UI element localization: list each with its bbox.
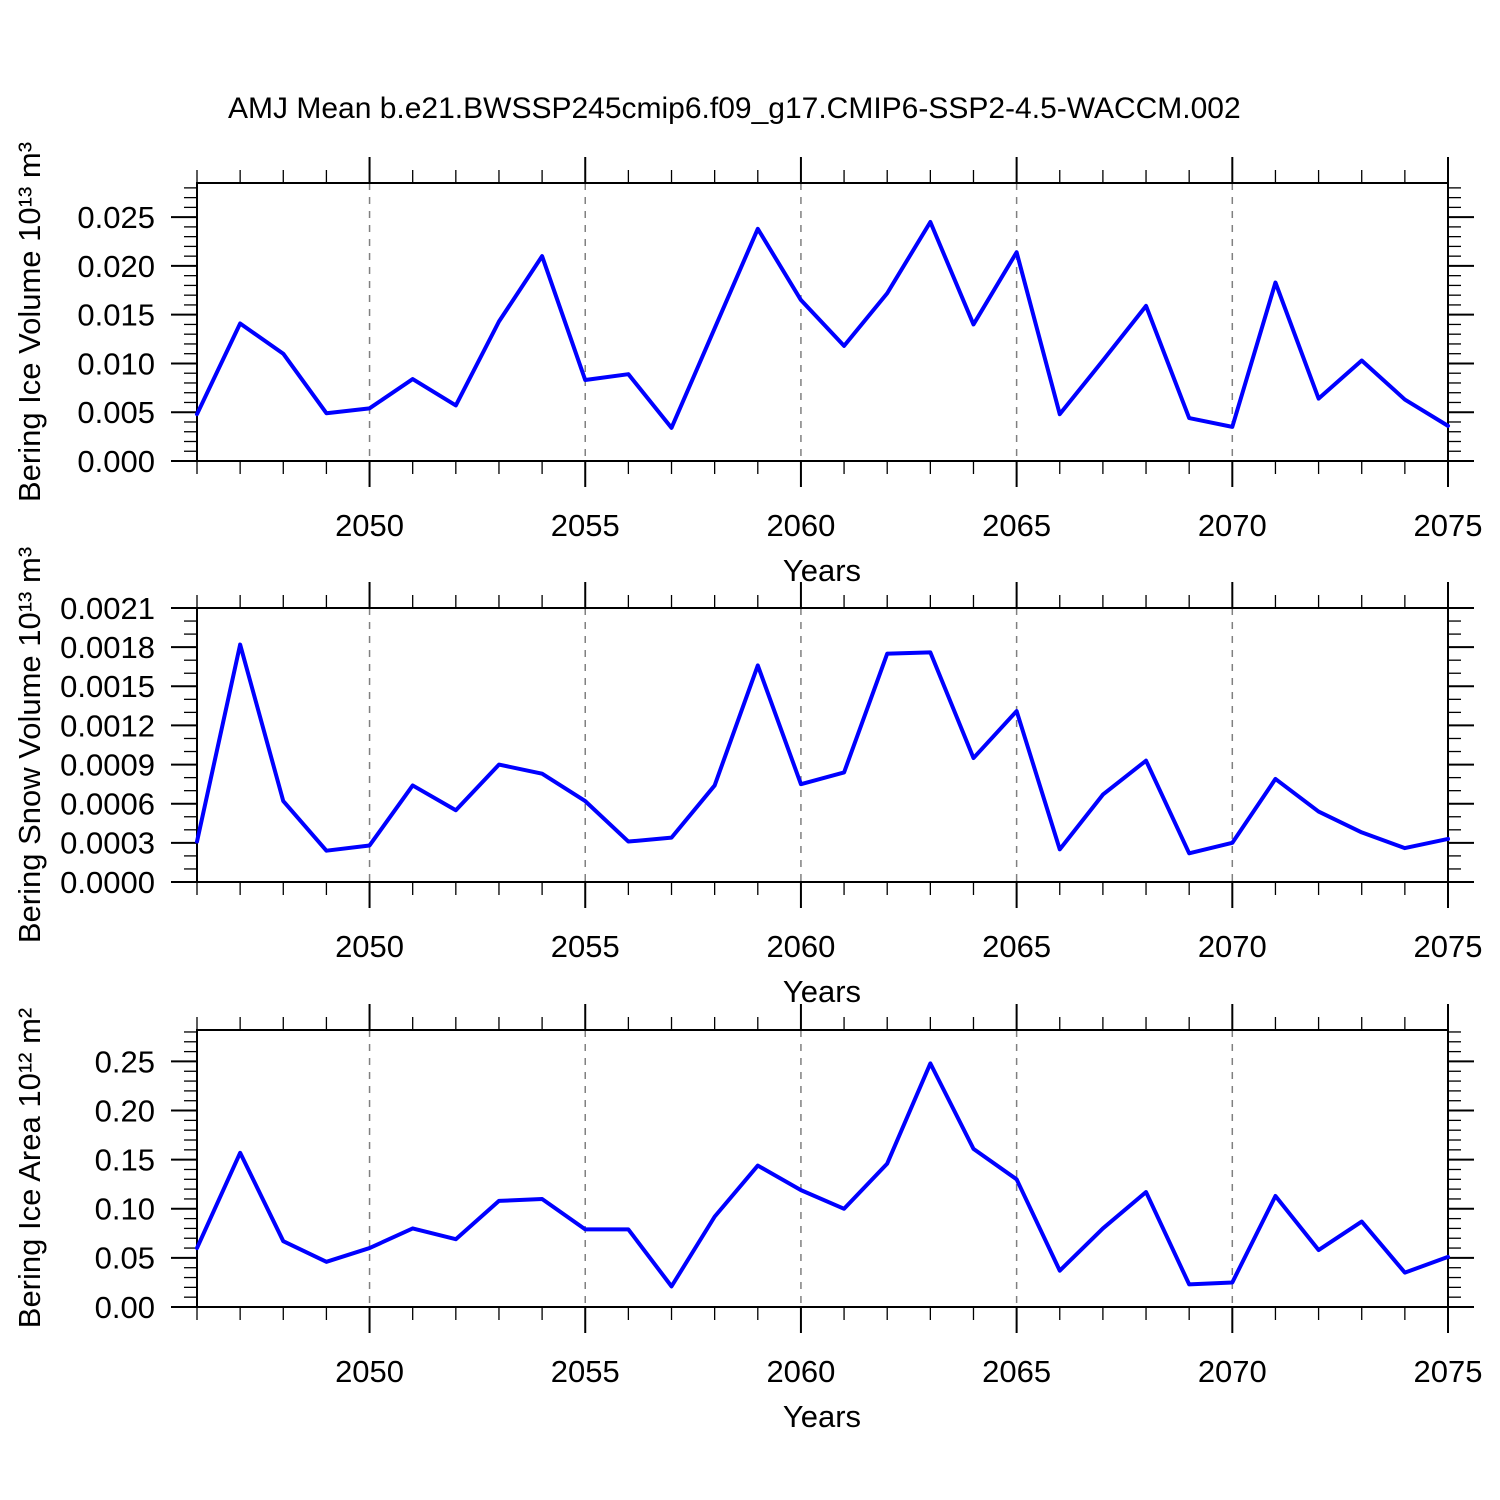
y-tick-label: 0.0012 bbox=[60, 708, 155, 743]
y-tick-label: 0.000 bbox=[77, 444, 155, 479]
x-tick-label: 2060 bbox=[766, 1354, 835, 1389]
x-tick-label: 2065 bbox=[982, 1354, 1051, 1389]
data-line bbox=[195, 220, 1450, 430]
y-tick-label: 0.00 bbox=[95, 1290, 155, 1325]
chart-bering-ice-area: Bering Ice Area 10¹² m² Years 2050 2055 20… bbox=[12, 1004, 1482, 1434]
y-axis-title: Bering Ice Area 10¹² m² bbox=[12, 1008, 47, 1328]
x-tick-label: 2050 bbox=[335, 1354, 404, 1389]
x-tick-label: 2065 bbox=[982, 508, 1051, 543]
y-axis-title: Bering Snow Volume 10¹³ m³ bbox=[12, 547, 47, 943]
x-tick-label: 2075 bbox=[1414, 508, 1483, 543]
data-line bbox=[195, 1061, 1450, 1289]
x-axis-title: Years bbox=[783, 974, 861, 1009]
y-tick-label: 0.020 bbox=[77, 249, 155, 284]
y-tick-label: 0.005 bbox=[77, 395, 155, 430]
x-tick-label: 2065 bbox=[982, 929, 1051, 964]
y-tick-label: 0.0003 bbox=[60, 826, 155, 861]
x-axis-title: Years bbox=[783, 553, 861, 588]
y-tick-label: 0.0009 bbox=[60, 747, 155, 782]
y-tick-label: 0.20 bbox=[95, 1093, 155, 1128]
y-tick-label: 0.0006 bbox=[60, 787, 155, 822]
data-line bbox=[195, 642, 1450, 856]
x-tick-label: 2055 bbox=[551, 929, 620, 964]
x-tick-label: 2060 bbox=[766, 508, 835, 543]
y-tick-label: 0.05 bbox=[95, 1241, 155, 1276]
y-tick-label: 0.0021 bbox=[60, 591, 155, 626]
plot-border bbox=[196, 182, 1449, 462]
page-title: AMJ Mean b.e21.BWSSP245cmip6.f09_g17.CMI… bbox=[228, 92, 1241, 125]
plot-border bbox=[196, 1029, 1449, 1308]
x-tick-label: 2075 bbox=[1414, 1354, 1483, 1389]
x-tick-label: 2070 bbox=[1198, 1354, 1267, 1389]
y-tick-label: 0.0015 bbox=[60, 669, 155, 704]
chart-bering-snow-volume: Bering Snow Volume 10¹³ m³ Years 2050 205… bbox=[12, 547, 1482, 1009]
y-axis-title: Bering Ice Volume 10¹³ m³ bbox=[12, 142, 47, 502]
x-tick-label: 2060 bbox=[766, 929, 835, 964]
plot-border bbox=[196, 607, 1449, 883]
y-tick-label: 0.025 bbox=[77, 200, 155, 235]
chart-bering-ice-volume: Bering Ice Volume 10¹³ m³ Years 2050 2055… bbox=[12, 142, 1482, 588]
x-tick-label: 2050 bbox=[335, 929, 404, 964]
y-tick-label: 0.0018 bbox=[60, 630, 155, 665]
y-tick-label: 0.015 bbox=[77, 298, 155, 333]
y-tick-label: 0.010 bbox=[77, 346, 155, 381]
x-tick-label: 2075 bbox=[1414, 929, 1483, 964]
x-axis-title: Years bbox=[783, 1399, 861, 1434]
y-tick-label: 0.10 bbox=[95, 1192, 155, 1227]
y-tick-label: 0.25 bbox=[95, 1044, 155, 1079]
y-tick-label: 0.15 bbox=[95, 1143, 155, 1178]
y-tick-label: 0.0000 bbox=[60, 865, 155, 900]
x-tick-label: 2050 bbox=[335, 508, 404, 543]
x-tick-label: 2070 bbox=[1198, 508, 1267, 543]
x-tick-label: 2070 bbox=[1198, 929, 1267, 964]
x-tick-label: 2055 bbox=[551, 1354, 620, 1389]
x-tick-label: 2055 bbox=[551, 508, 620, 543]
